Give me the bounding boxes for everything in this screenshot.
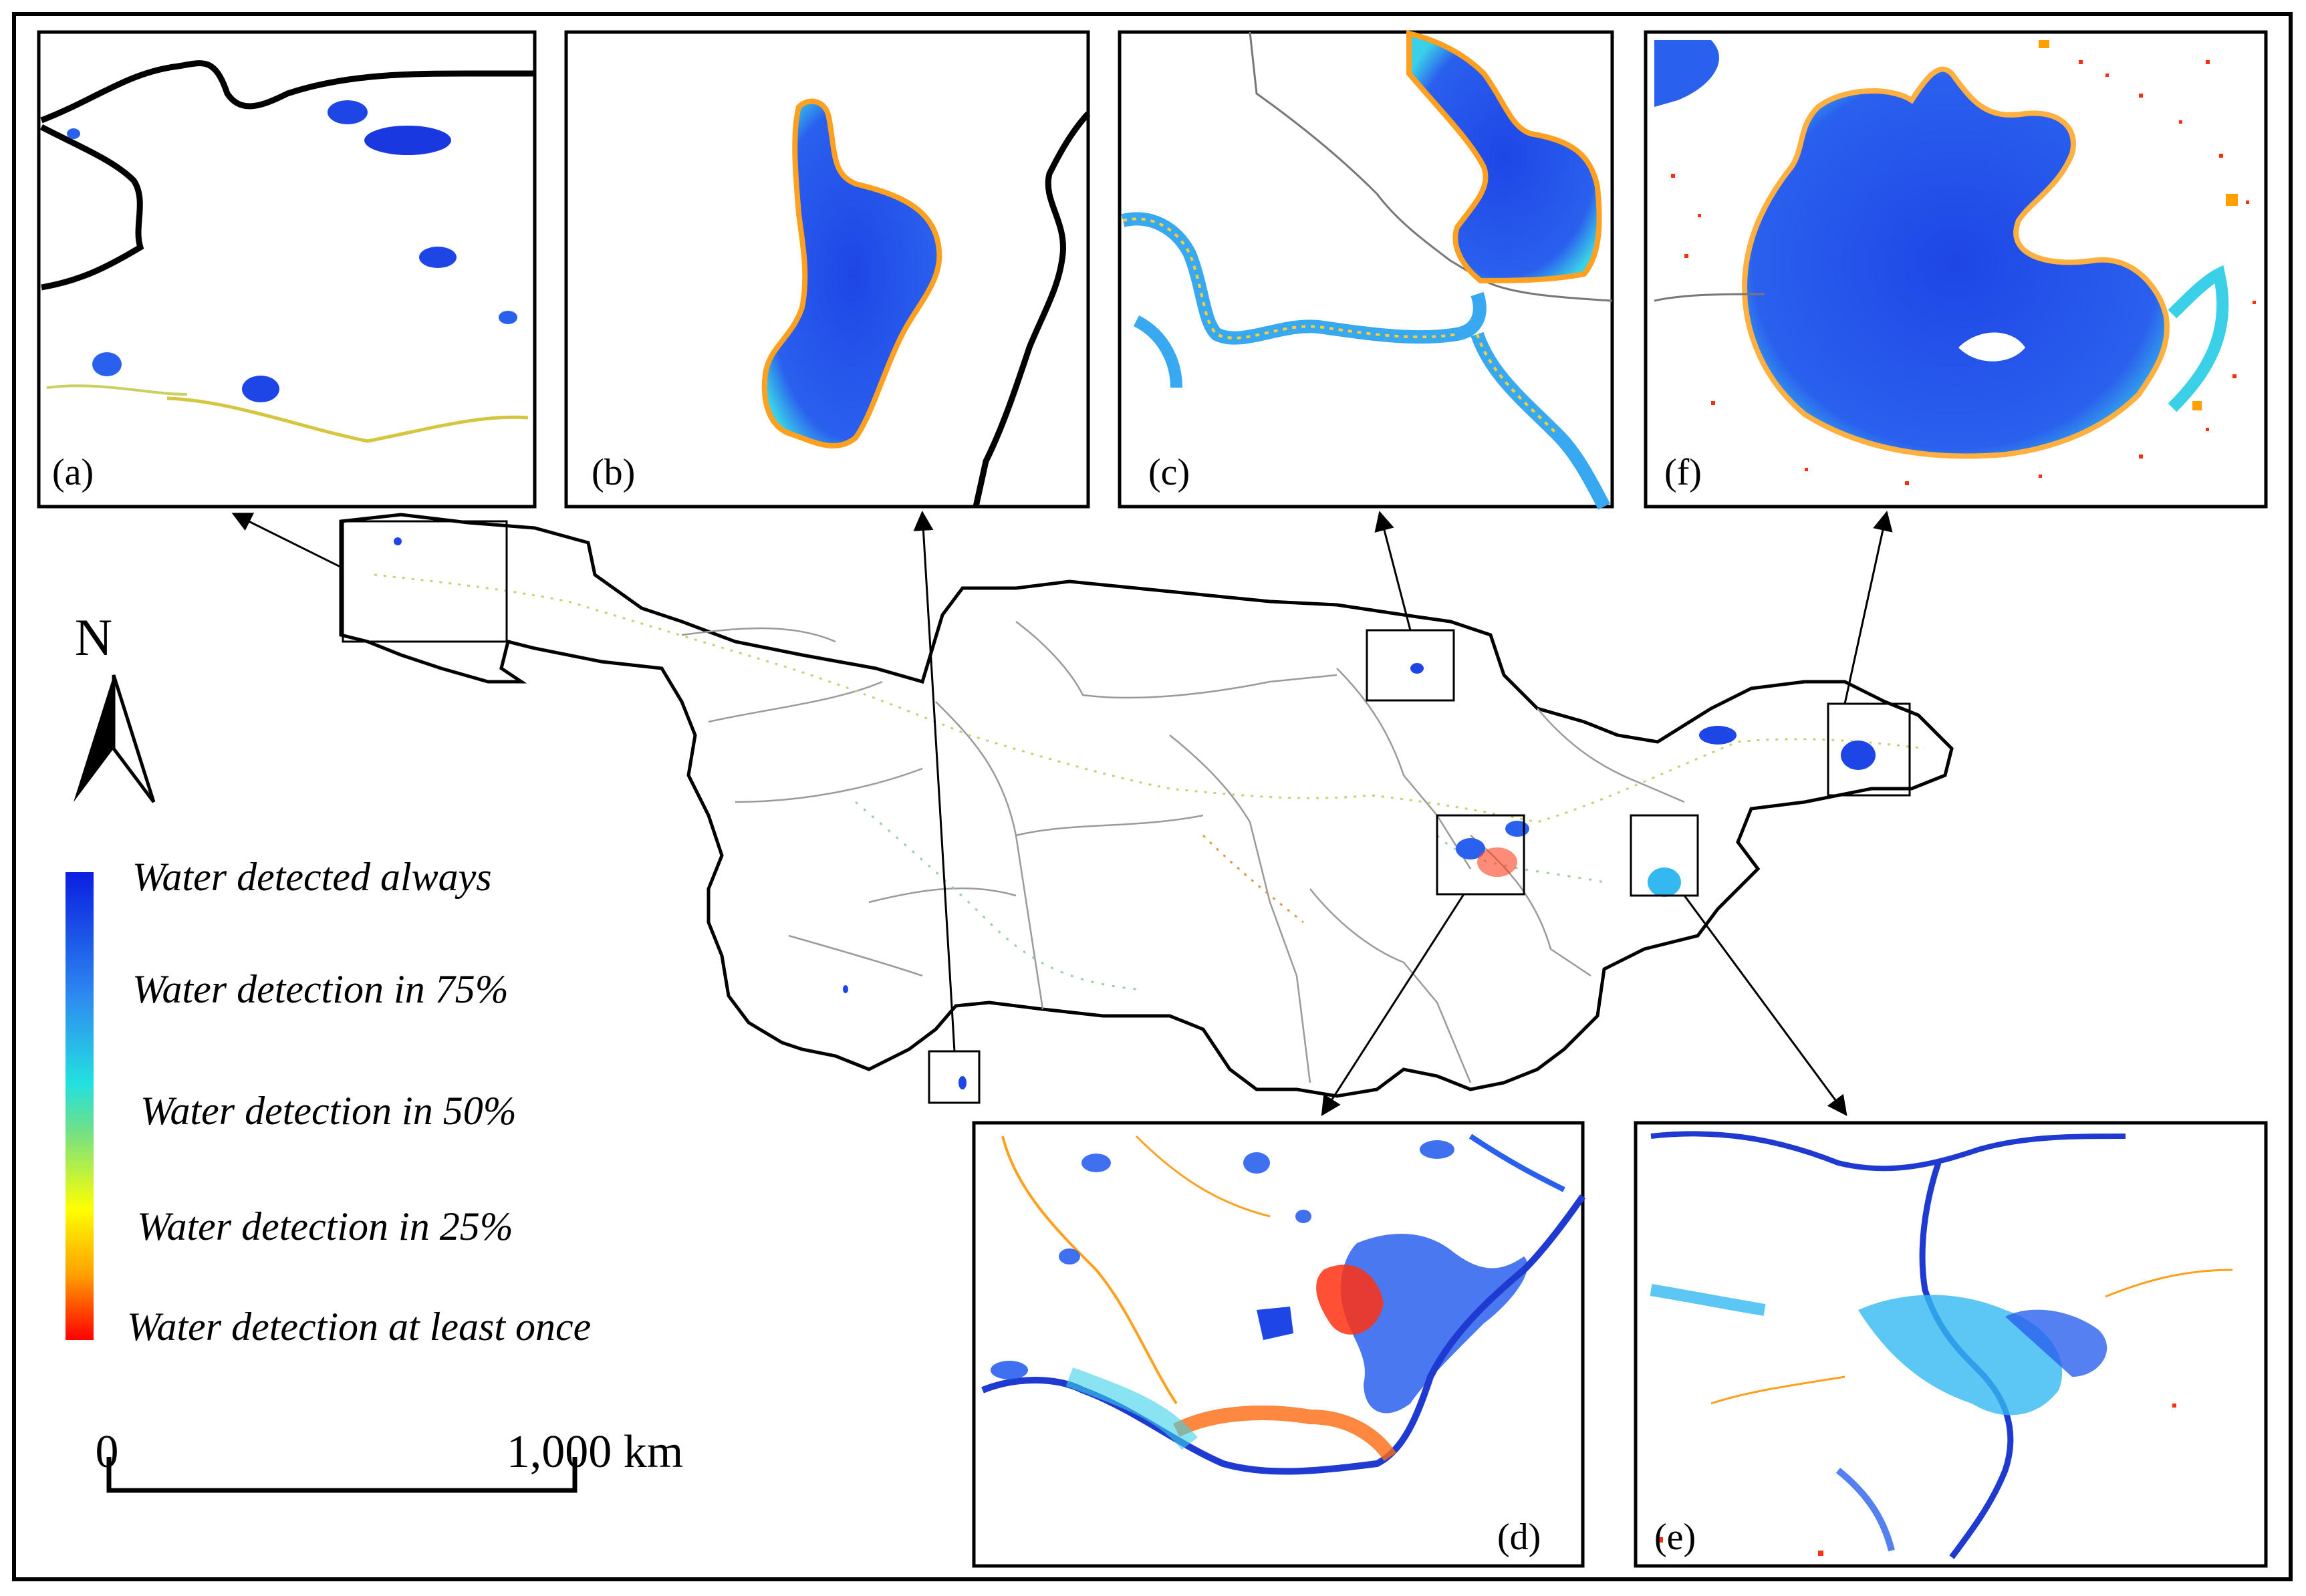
panel-label-d: (d) — [1497, 1516, 1541, 1558]
panel-label-c: (c) — [1148, 452, 1190, 493]
legend-label-25: Water detection in 25% — [137, 1204, 513, 1248]
north-arrow: N — [74, 608, 156, 803]
panel-label-f: (f) — [1664, 452, 1702, 493]
panel-label-e: (e) — [1654, 1516, 1696, 1558]
scale-end-label: 1,000 km — [507, 1426, 683, 1478]
scale-bar: 0 1,000 km — [96, 1426, 683, 1493]
yangtze-basin-outline — [339, 513, 1954, 1098]
locator-boxes — [342, 520, 1911, 1104]
inset-panel-f: (f) — [1644, 30, 2268, 509]
panel-label-b: (b) — [592, 452, 635, 493]
inset-panel-d: (d) — [972, 1121, 1586, 1568]
north-label: N — [75, 608, 112, 666]
legend-label-once: Water detection at least once — [127, 1305, 591, 1349]
legend: Water detected always Water detection in… — [66, 855, 591, 1349]
legend-colorbar — [66, 872, 94, 1340]
lake-b — [761, 98, 942, 449]
scale-start-label: 0 — [96, 1426, 119, 1478]
panel-label-a: (a) — [52, 452, 94, 493]
legend-label-always: Water detected always — [132, 855, 492, 899]
inset-panel-e: (e) — [1634, 1121, 2268, 1568]
legend-label-50: Water detection in 50% — [140, 1089, 517, 1133]
basin-boundary-a — [40, 60, 533, 124]
lake-taihu — [1741, 66, 2170, 459]
legend-label-75: Water detection in 75% — [132, 967, 509, 1011]
inset-panel-b: (b) — [564, 30, 1091, 509]
inset-panel-a: (a) — [37, 30, 537, 509]
inset-panel-c: (c) — [1118, 29, 1614, 510]
main-basin-map — [231, 511, 1954, 1117]
